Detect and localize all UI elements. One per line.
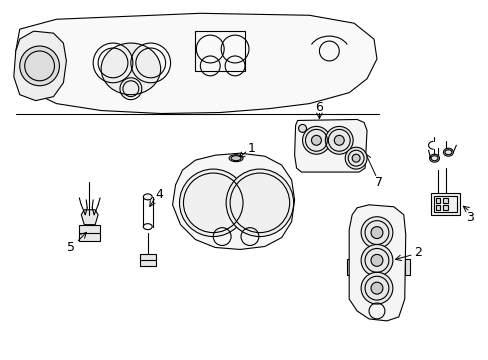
Text: 7: 7: [374, 176, 382, 189]
Circle shape: [298, 125, 306, 132]
Ellipse shape: [231, 156, 241, 161]
Polygon shape: [172, 153, 294, 249]
Text: 6: 6: [315, 101, 323, 114]
Bar: [433, 196, 456, 212]
Circle shape: [302, 126, 330, 154]
Ellipse shape: [101, 43, 161, 95]
Circle shape: [370, 255, 382, 266]
Ellipse shape: [143, 194, 152, 200]
Circle shape: [345, 147, 366, 169]
Circle shape: [20, 46, 60, 86]
Polygon shape: [348, 205, 405, 321]
Text: 5: 5: [67, 241, 75, 254]
Bar: [140, 255, 155, 266]
Ellipse shape: [428, 154, 439, 162]
Bar: [443, 198, 447, 203]
Polygon shape: [294, 120, 366, 172]
Circle shape: [351, 154, 359, 162]
Bar: [404, 260, 409, 275]
Ellipse shape: [443, 148, 452, 156]
Circle shape: [325, 126, 352, 154]
Text: 3: 3: [466, 211, 473, 224]
Bar: [346, 260, 351, 275]
Text: 1: 1: [247, 142, 255, 155]
Circle shape: [360, 272, 392, 304]
Text: 2: 2: [413, 246, 421, 259]
Circle shape: [360, 217, 392, 248]
Circle shape: [370, 227, 382, 239]
Polygon shape: [14, 31, 66, 100]
Polygon shape: [81, 210, 98, 225]
Circle shape: [334, 135, 344, 145]
Bar: [79, 225, 100, 240]
Bar: [429, 193, 459, 215]
Bar: [443, 205, 447, 210]
Circle shape: [360, 244, 392, 276]
Bar: [435, 205, 440, 210]
Bar: [195, 31, 244, 71]
Circle shape: [370, 282, 382, 294]
Circle shape: [179, 169, 246, 237]
Bar: [435, 198, 440, 203]
Text: 4: 4: [155, 188, 163, 201]
Circle shape: [311, 135, 321, 145]
Circle shape: [225, 169, 293, 237]
Polygon shape: [16, 13, 376, 113]
